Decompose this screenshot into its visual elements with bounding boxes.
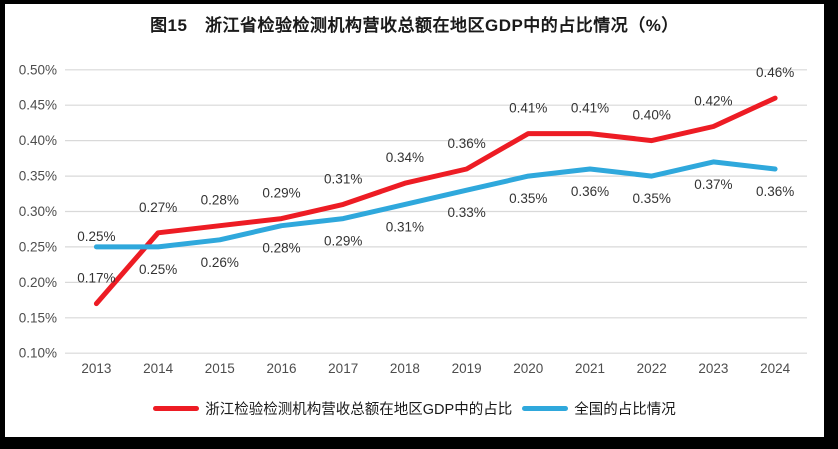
data-label: 0.40% bbox=[633, 108, 671, 123]
y-tick-label: 0.15% bbox=[19, 310, 57, 325]
chart-title: 图15 浙江省检验检测机构营收总额在地区GDP中的占比情况（%） bbox=[150, 16, 679, 35]
chart-canvas bbox=[5, 4, 824, 437]
legend-line-swatch-blue bbox=[522, 406, 569, 411]
series-line-0 bbox=[93, 95, 778, 307]
legend-label-zhejiang: 浙江检验检测机构营收总额在地区GDP中的占比 bbox=[205, 402, 513, 418]
data-label: 0.41% bbox=[509, 101, 547, 116]
x-tick-label: 2016 bbox=[266, 361, 296, 376]
data-label: 0.29% bbox=[324, 234, 362, 249]
y-tick-label: 0.25% bbox=[19, 239, 57, 254]
y-tick-label: 0.50% bbox=[19, 62, 57, 77]
x-tick-label: 2024 bbox=[760, 361, 791, 376]
x-tick-label: 2019 bbox=[452, 361, 482, 376]
legend-item-zhejiang: 浙江检验检测机构营收总额在地区GDP中的占比 bbox=[153, 398, 512, 419]
y-tick-label: 0.10% bbox=[19, 346, 57, 361]
data-label: 0.33% bbox=[447, 205, 485, 220]
y-tick-label: 0.45% bbox=[19, 98, 57, 113]
data-label: 0.28% bbox=[201, 193, 239, 208]
data-label: 0.41% bbox=[571, 101, 609, 116]
legend: 浙江检验检测机构营收总额在地区GDP中的占比 全国的占比情况 bbox=[5, 398, 824, 419]
data-label: 0.36% bbox=[571, 184, 609, 199]
data-label: 0.17% bbox=[77, 271, 115, 286]
data-label: 0.25% bbox=[139, 262, 177, 277]
data-label: 0.35% bbox=[633, 191, 671, 206]
data-label: 0.36% bbox=[756, 184, 794, 199]
x-tick-label: 2018 bbox=[390, 361, 420, 376]
data-label: 0.26% bbox=[201, 255, 239, 270]
legend-label-national: 全国的占比情况 bbox=[574, 402, 676, 418]
y-tick-label: 0.40% bbox=[19, 133, 57, 148]
y-tick-label: 0.35% bbox=[19, 169, 57, 184]
data-label: 0.36% bbox=[447, 136, 485, 151]
x-tick-label: 2023 bbox=[698, 361, 728, 376]
x-tick-label: 2015 bbox=[205, 361, 235, 376]
data-label: 0.27% bbox=[139, 200, 177, 215]
y-tick-label: 0.30% bbox=[19, 204, 57, 219]
x-tick-label: 2021 bbox=[575, 361, 605, 376]
data-label: 0.25% bbox=[77, 229, 115, 244]
x-tick-label: 2017 bbox=[328, 361, 358, 376]
data-label: 0.34% bbox=[386, 150, 424, 165]
data-label: 0.42% bbox=[694, 94, 732, 109]
x-tick-label: 2020 bbox=[513, 361, 543, 376]
data-label: 0.31% bbox=[386, 219, 424, 234]
data-label: 0.37% bbox=[694, 177, 732, 192]
x-tick-label: 2013 bbox=[81, 361, 111, 376]
data-label: 0.29% bbox=[262, 186, 300, 201]
x-tick-label: 2022 bbox=[637, 361, 667, 376]
data-label: 0.35% bbox=[509, 191, 547, 206]
series-line-1 bbox=[93, 159, 778, 250]
data-label: 0.31% bbox=[324, 171, 362, 186]
y-tick-label: 0.20% bbox=[19, 275, 57, 290]
legend-item-national: 全国的占比情况 bbox=[522, 398, 676, 419]
x-tick-label: 2014 bbox=[143, 361, 174, 376]
data-label: 0.28% bbox=[262, 241, 300, 256]
data-label: 0.46% bbox=[756, 65, 794, 80]
legend-line-swatch-red bbox=[153, 406, 200, 411]
